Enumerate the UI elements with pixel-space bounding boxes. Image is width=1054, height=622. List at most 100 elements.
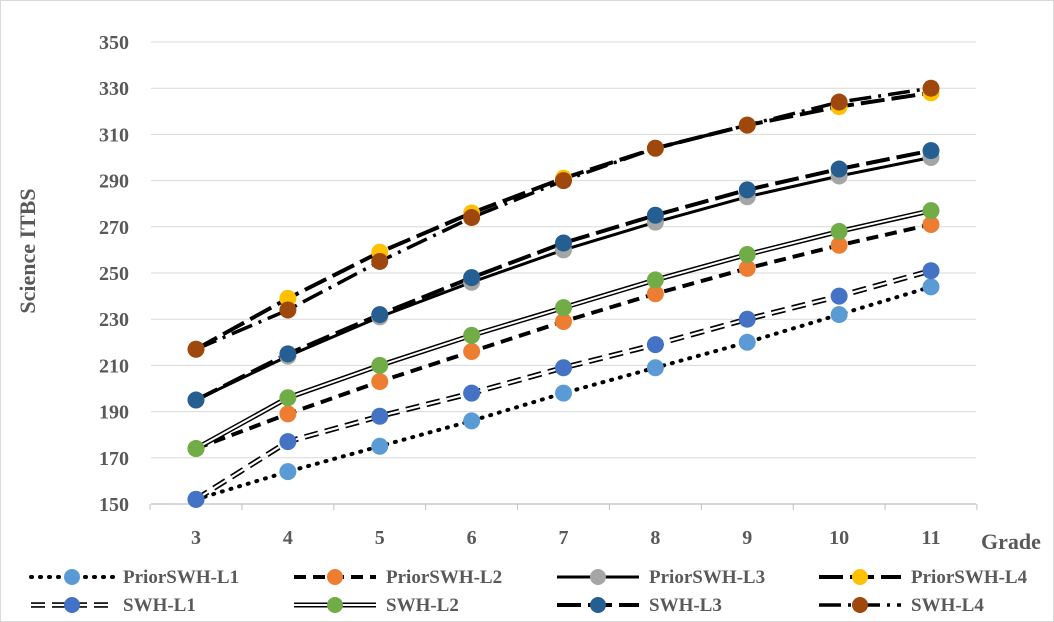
- data-point-swh-l2: [371, 356, 389, 374]
- x-tick-label: 11: [922, 527, 941, 549]
- legend-marker: [64, 597, 80, 613]
- series-line-swh-l3: [195, 148, 932, 402]
- data-point-priorswh-l1: [371, 437, 389, 455]
- y-tick-label: 350: [99, 32, 129, 54]
- data-point-swh-l3: [922, 142, 940, 160]
- data-point-swh-l3: [738, 181, 756, 199]
- data-point-priorswh-l1: [463, 412, 481, 430]
- data-point-swh-l4: [555, 172, 572, 190]
- data-point-priorswh-l2: [279, 405, 297, 423]
- legend-label: PriorSWH-L2: [386, 567, 502, 588]
- legend: PriorSWH-L1 PriorSWH-L2 PriorSWH-L3 PriorSW…: [29, 567, 1028, 616]
- y-tick-label: 170: [99, 448, 129, 470]
- data-point-swh-l2: [830, 222, 848, 240]
- data-point-swh-l1: [830, 287, 848, 305]
- series-lines: [194, 86, 933, 502]
- legend-item-swh-l1: SWH-L1: [31, 595, 196, 616]
- data-point-swh-l1: [187, 490, 205, 508]
- data-point-swh-l1: [646, 336, 664, 354]
- data-point-swh-l2: [279, 389, 297, 407]
- legend-label: PriorSWH-L1: [123, 567, 239, 588]
- data-point-priorswh-l1: [279, 463, 297, 481]
- data-point-swh-l4: [830, 93, 848, 111]
- legend-label: SWH-L3: [649, 595, 722, 616]
- y-tick-label: 150: [99, 494, 129, 516]
- legend-label: SWH-L1: [123, 595, 196, 616]
- data-point-swh-l3: [187, 391, 205, 409]
- y-tick-label: 250: [99, 263, 129, 285]
- y-tick-label: 210: [99, 355, 129, 377]
- series-markers: [187, 79, 940, 508]
- legend-marker: [327, 597, 343, 613]
- data-point-swh-l3: [463, 269, 481, 287]
- data-point-swh-l1: [738, 310, 756, 328]
- data-point-swh-l2: [646, 271, 664, 289]
- axes: 150 170 190 210 230 250 270 290 310 330 350 3 4 5 6 7 8 9…: [99, 32, 978, 549]
- legend-item-swh-l4: SWH-L4: [819, 595, 984, 616]
- x-tick-label: 7: [559, 527, 569, 549]
- y-tick-label: 230: [99, 309, 129, 331]
- x-tick-label: 10: [829, 527, 849, 549]
- data-point-swh-l1: [463, 384, 481, 402]
- data-point-swh-l3: [830, 160, 848, 178]
- y-axis-title: Science ITBS: [15, 188, 40, 313]
- legend-marker: [852, 597, 868, 613]
- legend-marker: [852, 569, 868, 585]
- data-point-swh-l4: [922, 79, 940, 97]
- x-tick-label: 8: [650, 527, 660, 549]
- data-point-swh-l3: [646, 206, 664, 224]
- legend-label: PriorSWH-L3: [649, 567, 765, 588]
- data-point-swh-l4: [463, 209, 481, 227]
- legend-label: PriorSWH-L4: [911, 567, 1028, 588]
- legend-item-swh-l3: SWH-L3: [557, 595, 722, 616]
- data-point-priorswh-l2: [371, 373, 389, 391]
- data-point-swh-l2: [463, 326, 481, 344]
- data-point-swh-l4: [279, 301, 297, 319]
- y-tick-label: 270: [99, 217, 129, 239]
- data-point-swh-l1: [279, 433, 297, 451]
- data-point-priorswh-l2: [922, 215, 940, 233]
- data-point-priorswh-l1: [555, 384, 572, 402]
- x-tick-label: 9: [742, 527, 752, 549]
- data-point-swh-l4: [371, 252, 389, 270]
- data-point-priorswh-l2: [830, 236, 848, 254]
- data-point-swh-l4: [738, 116, 756, 134]
- legend-label: SWH-L2: [386, 595, 459, 616]
- data-point-swh-l3: [555, 234, 572, 252]
- data-point-priorswh-l2: [646, 285, 664, 303]
- data-point-swh-l2: [187, 440, 205, 458]
- y-tick-label: 310: [99, 124, 129, 146]
- data-point-priorswh-l1: [922, 278, 940, 296]
- data-point-swh-l4: [187, 340, 205, 358]
- data-point-swh-l2: [922, 202, 940, 220]
- series-line-priorswh-l1: [194, 284, 933, 502]
- data-point-swh-l4: [646, 139, 664, 157]
- data-point-swh-l2: [738, 246, 756, 264]
- data-point-priorswh-l2: [463, 343, 481, 361]
- x-axis-title: Grade: [981, 529, 1041, 554]
- legend-item-priorswh-l3: PriorSWH-L3: [557, 567, 765, 588]
- data-point-swh-l3: [371, 306, 389, 324]
- legend-label: SWH-L4: [911, 595, 984, 616]
- y-tick-label: 290: [99, 171, 129, 193]
- legend-item-priorswh-l4: PriorSWH-L4: [819, 567, 1028, 588]
- x-tick-label: 5: [375, 527, 385, 549]
- data-point-swh-l1: [371, 407, 389, 425]
- y-tick-label: 330: [99, 78, 129, 100]
- data-point-swh-l3: [279, 345, 297, 363]
- x-tick-label: 3: [191, 527, 201, 549]
- data-point-swh-l1: [922, 262, 940, 280]
- y-tick-label: 190: [99, 402, 129, 424]
- data-point-priorswh-l1: [738, 333, 756, 351]
- legend-item-priorswh-l1: PriorSWH-L1: [29, 567, 239, 588]
- legend-item-priorswh-l2: PriorSWH-L2: [294, 567, 502, 588]
- legend-marker: [590, 569, 606, 585]
- data-point-swh-l1: [555, 359, 572, 377]
- legend-marker: [327, 569, 343, 585]
- legend-marker: [590, 597, 606, 613]
- data-point-priorswh-l1: [646, 359, 664, 377]
- data-point-swh-l2: [555, 299, 572, 317]
- data-point-priorswh-l2: [738, 259, 756, 277]
